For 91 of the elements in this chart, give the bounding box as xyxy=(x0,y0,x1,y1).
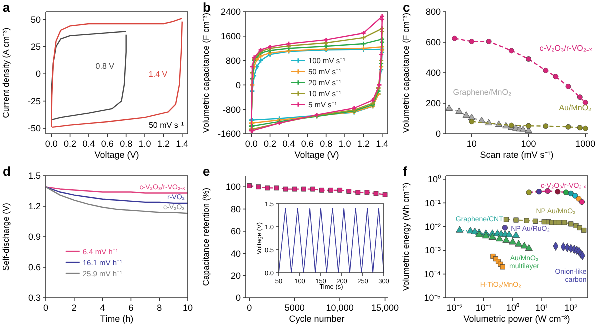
series-label: Graphene/MnO₂ xyxy=(453,88,512,97)
y-axis-title: Capacitance retention (%) xyxy=(201,188,211,286)
y-tick-label: 0 xyxy=(236,80,241,90)
series-label: 1.4 V xyxy=(148,70,168,79)
y-tick-label: 25 xyxy=(30,42,41,52)
y-tick-label: 10⁻² xyxy=(424,222,441,232)
x-tick-label: 100 xyxy=(521,139,536,149)
x-tick-label: 1.4 xyxy=(376,139,389,149)
x-tick-label: 1.2 xyxy=(357,139,370,149)
chart-title: a xyxy=(3,0,11,15)
y-tick-label: -800 xyxy=(222,104,241,115)
y-tick-label: 20 xyxy=(230,270,241,281)
x-axis-title: Volumetric power (W cm⁻³) xyxy=(464,314,570,324)
y-tick-label: 10⁻¹ xyxy=(424,198,441,208)
y-axis-title: Self-discharge (V) xyxy=(1,202,11,272)
y-tick-label: 800 xyxy=(426,7,441,18)
y-tick-label: 50 xyxy=(30,14,41,25)
x-tick-label: 10⁻² xyxy=(446,303,463,313)
x-tick-label: 5000 xyxy=(284,303,305,313)
x-tick-label: 1.0 xyxy=(138,139,152,149)
y-tick-label: 1.5 xyxy=(28,171,41,182)
chart-title: e xyxy=(203,164,210,179)
x-tick-label: 8 xyxy=(157,303,162,313)
x-tick-label: 0.4 xyxy=(282,139,296,149)
x-tick-label: 10² xyxy=(564,303,578,313)
x-tick-label: 1.2 xyxy=(157,139,170,149)
y-tick-label: 0.9 xyxy=(28,232,41,242)
x-tick-label: 0.6 xyxy=(101,139,114,149)
x-tick-label: 10¹ xyxy=(536,303,549,313)
y-tick-label: 80 xyxy=(230,204,241,214)
y-axis-title: Volumetric capacitance (F cm⁻³) xyxy=(401,12,411,134)
x-tick-label: 6 xyxy=(128,303,134,313)
y-tick-label: 200 xyxy=(426,98,441,109)
x-tick-label: 0.8 xyxy=(320,139,333,149)
y-tick-label: -50 xyxy=(28,124,41,134)
y-tick-label: 10⁰ xyxy=(428,174,441,185)
x-tick-label: 1.4 xyxy=(176,139,189,149)
x-tick-label: 2 xyxy=(72,303,77,313)
y-tick-label: 0.3 xyxy=(28,293,41,304)
y-axis-title: Volumetric capacitance (F cm⁻³) xyxy=(201,12,211,134)
x-axis-title: Voltage (V) xyxy=(294,150,340,160)
y-tick-label: -25 xyxy=(28,96,41,106)
y-tick-label: 800 xyxy=(226,56,241,66)
y-tick-label: 0 xyxy=(436,129,441,140)
y-tick-label: 100 xyxy=(226,182,241,192)
annotation: 50 mV s⁻¹ xyxy=(148,121,184,130)
y-tick-label: 600 xyxy=(426,38,441,48)
x-tick-label: 0 xyxy=(43,303,49,313)
chart-title: c xyxy=(403,0,410,15)
y-tick-label: 10⁻⁴ xyxy=(424,269,442,280)
x-tick-label: 0.0 xyxy=(45,139,58,149)
x-tick-label: 0.2 xyxy=(64,139,77,149)
x-tick-label: 15,000 xyxy=(372,303,400,313)
y-tick-label: 10⁻³ xyxy=(424,246,441,256)
x-tick-label: 0.8 xyxy=(120,139,133,149)
series-label: 0.8 V xyxy=(96,62,116,71)
chart-title: b xyxy=(203,0,211,15)
y-tick-label: 0.6 xyxy=(28,262,41,273)
x-tick-label: 0.0 xyxy=(245,139,258,149)
y-tick-label: 0 xyxy=(36,69,41,80)
y-axis-title: Current density (A cm⁻³) xyxy=(1,28,11,118)
x-axis-title: Scan rate (mV s⁻¹) xyxy=(480,150,554,160)
x-tick-label: 0.4 xyxy=(82,139,96,149)
y-axis-title: Volumetric energy (Wh cm⁻³) xyxy=(401,182,411,292)
series-label: c-V₂O₃/r-VO₂₋ₓ xyxy=(540,44,592,53)
x-tick-label: 1000 xyxy=(576,139,596,149)
x-tick-label: 0.6 xyxy=(301,139,314,149)
x-tick-label: 10,000 xyxy=(326,303,354,313)
y-tick-label: 10⁻⁵ xyxy=(424,293,442,304)
x-tick-label: 10 xyxy=(182,303,194,313)
y-tick-label: 60 xyxy=(230,226,241,237)
x-axis-title: Voltage (V) xyxy=(94,150,140,160)
x-tick-label: 10⁰ xyxy=(506,303,520,313)
x-tick-label: 10 xyxy=(466,139,477,149)
chart-title: f xyxy=(403,164,408,179)
y-tick-label: 1.2 xyxy=(28,202,41,212)
y-tick-label: 2400 xyxy=(220,7,241,18)
x-axis-title: Time (h) xyxy=(100,314,134,324)
y-tick-label: 0 xyxy=(236,293,241,304)
x-axis-title: Cycle number xyxy=(289,314,345,324)
x-tick-label: 0.2 xyxy=(264,139,277,149)
x-tick-label: 0 xyxy=(247,303,252,313)
series-label: Au/MnO₂ xyxy=(559,104,592,113)
chart-title: d xyxy=(3,164,11,179)
y-tick-label: 1600 xyxy=(220,32,241,42)
y-tick-label: -1600 xyxy=(218,129,241,140)
x-tick-label: 4 xyxy=(100,303,106,313)
y-tick-label: 40 xyxy=(230,248,241,259)
x-tick-label: 10⁻¹ xyxy=(476,303,492,313)
y-tick-label: 400 xyxy=(426,68,441,78)
x-tick-label: 1.0 xyxy=(338,139,352,149)
